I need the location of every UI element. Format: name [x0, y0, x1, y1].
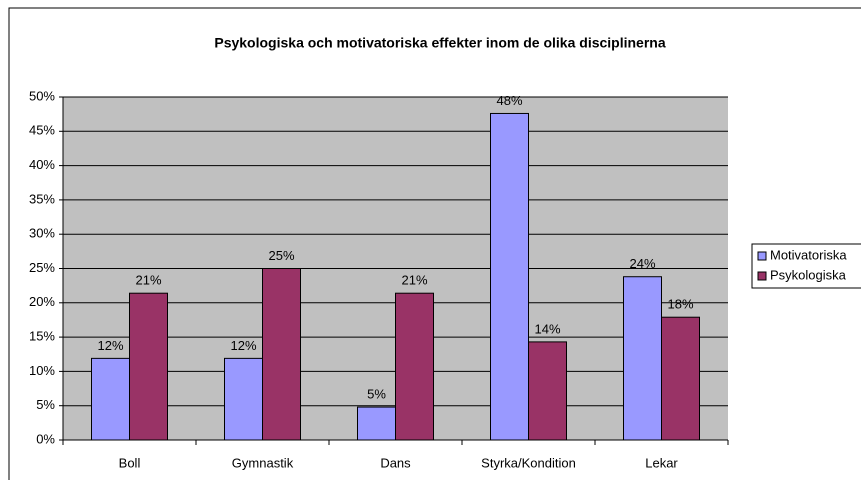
- y-tick-label: 20%: [29, 294, 55, 309]
- bar: [623, 276, 662, 441]
- legend-label: Motivatoriska: [770, 247, 847, 262]
- y-tick-label: 10%: [29, 363, 55, 378]
- value-label: 12%: [230, 338, 256, 353]
- bar: [224, 357, 263, 441]
- y-tick-label: 45%: [29, 123, 55, 138]
- y-tick-label: 40%: [29, 157, 55, 172]
- bar: [395, 292, 434, 441]
- value-label: 21%: [135, 273, 161, 288]
- x-tick-label: Styrka/Kondition: [481, 455, 576, 470]
- chart-title: Psykologiska och motivatoriska effekter …: [214, 35, 665, 51]
- y-tick-label: 25%: [29, 260, 55, 275]
- bar: [262, 268, 301, 441]
- value-label: 12%: [97, 338, 123, 353]
- bar: [661, 316, 700, 441]
- value-label: 14%: [534, 321, 560, 336]
- value-label: 48%: [496, 93, 522, 108]
- legend-swatch: [757, 271, 767, 281]
- y-tick-label: 35%: [29, 191, 55, 206]
- y-tick-label: 0%: [36, 431, 55, 446]
- legend-swatch: [757, 251, 767, 261]
- bar: [490, 112, 529, 441]
- x-tick-label: Dans: [380, 455, 411, 470]
- value-label: 5%: [367, 387, 386, 402]
- x-tick-label: Gymnastik: [232, 455, 294, 470]
- y-tick-label: 15%: [29, 329, 55, 344]
- bar: [357, 406, 396, 441]
- value-label: 25%: [268, 248, 294, 263]
- legend-box: [751, 243, 861, 289]
- x-tick-label: Lekar: [645, 455, 678, 470]
- bar: [528, 341, 567, 441]
- legend-label: Psykologiska: [770, 267, 847, 282]
- y-tick-label: 5%: [36, 397, 55, 412]
- y-tick-label: 50%: [29, 88, 55, 103]
- value-label: 18%: [667, 297, 693, 312]
- x-tick-label: Boll: [119, 455, 141, 470]
- bar: [91, 357, 130, 441]
- bar: [129, 292, 168, 441]
- y-tick-label: 30%: [29, 226, 55, 241]
- value-label: 24%: [629, 256, 655, 271]
- value-label: 21%: [401, 273, 427, 288]
